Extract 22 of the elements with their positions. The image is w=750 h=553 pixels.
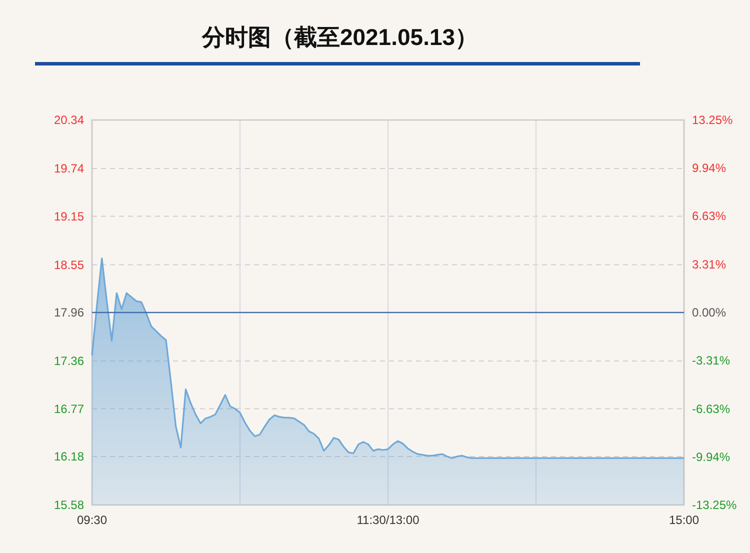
y-tick-label: 16.77	[54, 402, 84, 416]
y2-tick-label: -3.31%	[692, 354, 730, 368]
y-tick-label: 18.55	[54, 258, 84, 272]
x-tick-label: 09:30	[76, 513, 108, 527]
y-tick-label: 19.15	[54, 209, 84, 224]
y-tick-label: 15.58	[54, 498, 84, 512]
y-tick-label: 16.18	[54, 449, 84, 464]
y2-tick-label: 3.31%	[692, 257, 726, 272]
y2-tick-label: -9.94%	[692, 450, 730, 464]
y-tick-label: 17.36	[54, 354, 84, 368]
y-tick-label: 20.34	[54, 113, 84, 127]
y2-tick-label: -13.25%	[692, 498, 738, 512]
y2-tick-label: 9.94%	[692, 161, 726, 176]
y-tick-label: 17.96	[54, 306, 84, 320]
x-tick-label: 15:00	[668, 513, 700, 527]
y2-tick-label: 0.00%	[692, 306, 726, 320]
y-tick-label: 19.74	[54, 162, 84, 176]
x-tick-label: 11:30/13:00	[356, 513, 420, 527]
y2-tick-label: -6.63%	[692, 402, 730, 416]
chart-title: 分时图（截至2021.05.13）	[200, 24, 478, 50]
y2-tick-label: 13.25%	[692, 113, 734, 127]
y2-tick-label: 6.63%	[692, 209, 726, 224]
